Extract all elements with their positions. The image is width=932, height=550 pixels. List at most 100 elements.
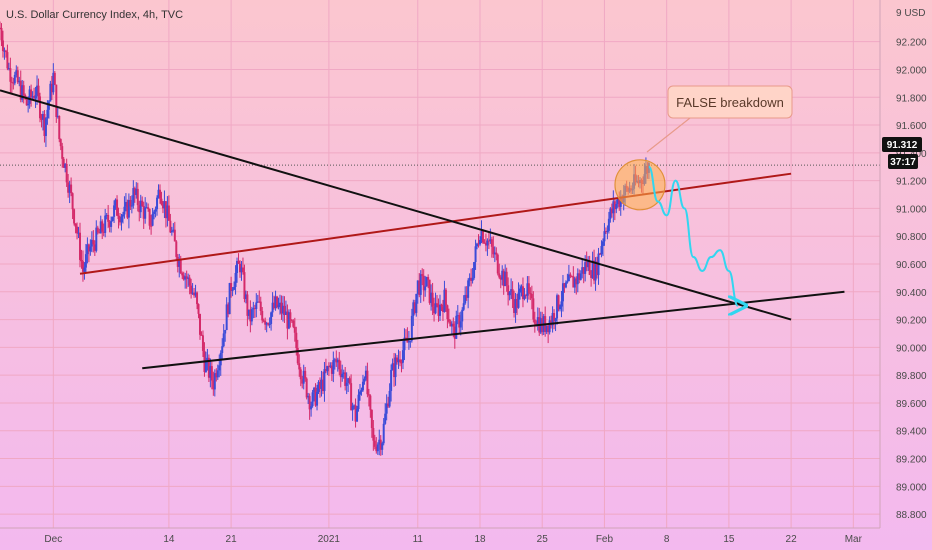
candle-body [370,409,373,429]
lower-support-trendline[interactable] [142,290,845,370]
candle-body [391,363,394,370]
candle-body [311,392,314,407]
candle-body [493,252,496,255]
candle-body [319,382,321,389]
candle-body [393,363,396,378]
candle-body [73,209,76,224]
candle-body [421,274,424,276]
candle-body [132,188,135,206]
candle-body [453,326,456,339]
candle-body [24,94,27,98]
candle-body [560,301,563,307]
candle-body [554,318,557,322]
candle-body [222,333,225,347]
candle-body [302,370,305,384]
candle-body [33,96,36,99]
candle-body [161,204,164,209]
candle-body [584,262,587,274]
candle-body [456,315,459,317]
candle-body [127,199,130,218]
candle-body [376,444,379,452]
candle-body [507,285,510,296]
candle-body [396,357,399,363]
candle-body [496,254,499,274]
candle-body [124,201,127,207]
candle-body [267,323,270,325]
candle-body [470,277,473,281]
candle-body [578,273,581,280]
candle-body [440,304,443,307]
candle-body [290,320,293,322]
candle-body [255,302,258,309]
candle-body [62,158,65,168]
candle-body [79,232,81,260]
candle-body [483,242,486,244]
callout-box[interactable]: FALSE breakdown [646,85,793,153]
candle-body [338,359,341,370]
candle-body [603,231,606,242]
candle-body [277,304,280,308]
candle-body [281,305,284,314]
candle-body [548,320,551,333]
candle-body [490,239,493,247]
candle-body [293,326,296,333]
candle-body [53,72,56,85]
candle-body [212,380,215,390]
candle-body [428,279,431,303]
x-tick-label: 2021 [318,534,341,545]
projection-path[interactable] [647,165,738,306]
candle-body [231,289,234,291]
candle-body [289,312,292,321]
callout-text: FALSE breakdown [676,95,784,110]
candle-body [446,305,449,320]
candle-body [527,283,530,294]
last-price-tag: 91.312 [882,137,922,152]
candle-body [569,274,572,277]
candle-body [9,68,12,82]
candle-body [173,229,176,242]
candle-body [15,70,18,75]
candle-body [536,317,539,326]
candle-body [443,289,446,312]
candle-body [170,230,173,233]
candle-body [367,394,370,396]
candle-body [65,163,68,183]
descending-trendline[interactable] [0,89,792,321]
candle-body [316,391,319,406]
candle-body [185,276,188,279]
annotations[interactable] [614,159,738,306]
candle-body [412,302,415,316]
candle-body [56,115,59,117]
candle-body [148,209,151,226]
candle-body [265,323,268,325]
y-tick-label: 91.000 [896,204,927,215]
candle-body [559,306,561,310]
candle-body [458,315,461,328]
candle-body [313,387,316,393]
candle-body [379,439,382,450]
candle-body [108,221,111,227]
candle-body [207,357,210,378]
candle-body [407,341,410,343]
candle-body [529,293,532,295]
candle-body [353,405,356,407]
candle-body [321,379,324,392]
candle-body [123,206,126,215]
candle-body [378,439,381,445]
candle-body [295,332,298,349]
candle-body [514,299,517,313]
candle-body [563,283,566,288]
candle-body [96,227,99,233]
y-tick-label: 89.800 [896,371,927,382]
candle-body [175,241,178,257]
candle-body [80,259,83,262]
candle-body [502,270,505,287]
candle-body [12,82,15,84]
candle-body [609,208,612,219]
candle-body [461,309,464,322]
candle-body [130,205,133,207]
candle-body [508,292,511,296]
candle-body [351,405,354,411]
x-tick-label: 15 [723,534,735,545]
